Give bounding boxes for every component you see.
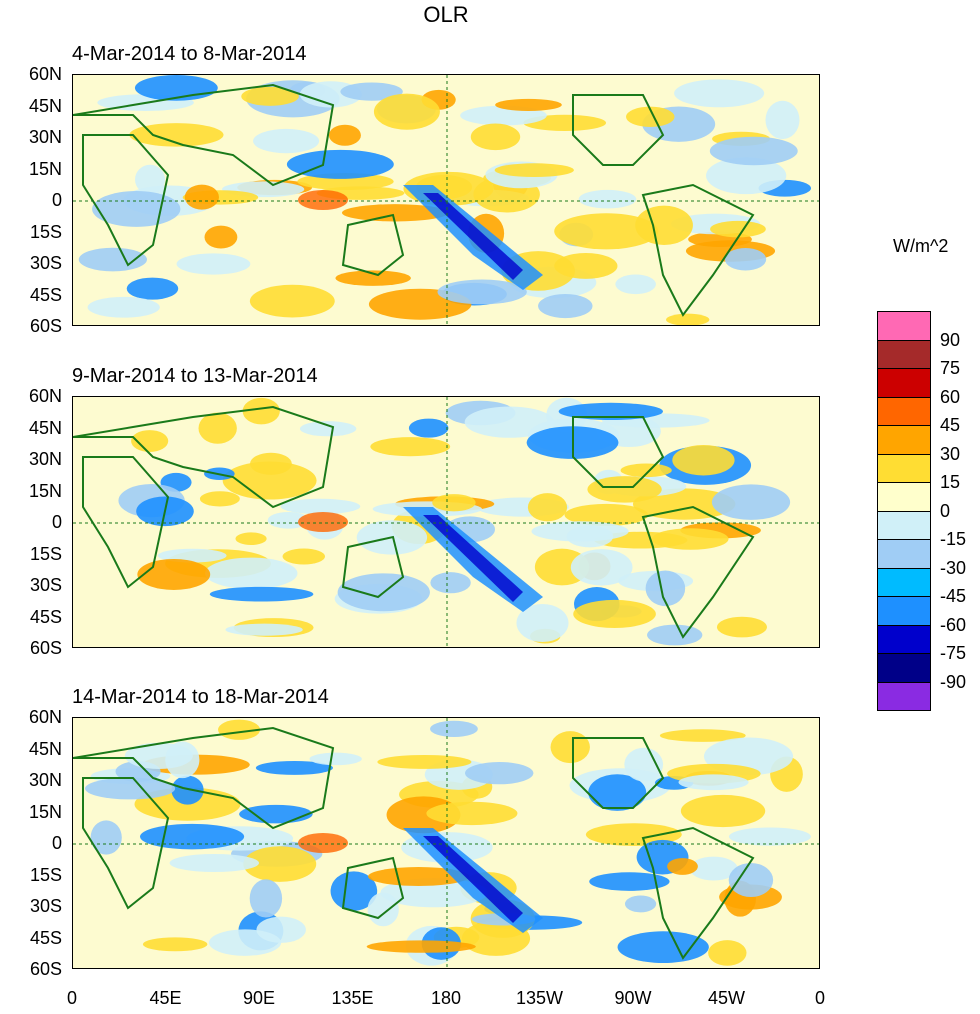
lat-tick-label: 30N <box>28 770 62 790</box>
colorbar-label: 15 <box>940 472 961 492</box>
colorbar-swatch <box>877 482 931 512</box>
colorbar-swatch <box>877 653 931 683</box>
lon-tick-label: 90W <box>614 988 652 1008</box>
lat-tick-label: 45N <box>28 95 62 116</box>
map-panel <box>72 74 820 326</box>
coastlines <box>73 726 755 960</box>
colorbar-swatch <box>877 596 931 626</box>
lon-tick-label: 90E <box>242 988 276 1008</box>
colorbar-label: -90 <box>940 671 967 692</box>
lat-tick-label: 0 <box>51 190 62 210</box>
lat-tick-label: 60S <box>29 316 62 336</box>
colorbar-swatch <box>877 396 931 426</box>
colorbar-label: -60 <box>940 614 967 635</box>
lat-tick-label: 30N <box>28 449 62 469</box>
lat-tick-label: 45S <box>29 284 62 305</box>
colorbar-label: -75 <box>940 643 967 663</box>
colorbar-label: -45 <box>940 586 967 606</box>
lon-tick-label: 180 <box>430 988 462 1008</box>
colorbar-swatch <box>877 311 931 341</box>
lon-tick-label: 45W <box>707 988 746 1008</box>
colorbar-units: W/m^2 <box>893 236 949 256</box>
map-panel <box>72 717 820 969</box>
lon-tick-label: 0 <box>66 988 78 1008</box>
colorbar-swatch <box>877 425 931 455</box>
olr-contour-field <box>73 75 819 325</box>
colorbar-swatch <box>877 453 931 483</box>
map-panel <box>72 396 820 648</box>
lat-tick-label: 30N <box>28 127 62 147</box>
lat-tick-label: 15S <box>29 543 62 564</box>
colorbar-label: -15 <box>940 529 967 549</box>
colorbar-swatch <box>877 339 931 369</box>
lon-tick-label: 45E <box>149 988 182 1008</box>
lat-tick-label: 45S <box>29 606 62 627</box>
lon-tick-label: 135E <box>331 988 374 1008</box>
colorbar-swatch <box>877 567 931 597</box>
lat-tick-label: 60N <box>28 386 62 406</box>
lat-tick-label: 15N <box>28 801 62 822</box>
figure-title: OLR <box>423 2 469 27</box>
olr-contour-field <box>73 718 819 968</box>
lat-tick-label: 15S <box>29 221 62 242</box>
coastlines <box>73 83 755 317</box>
lat-tick-label: 0 <box>51 512 62 532</box>
colorbar-label: 60 <box>940 386 961 407</box>
lat-tick-label: 60N <box>28 64 62 84</box>
lon-tick-label: 135W <box>515 988 564 1008</box>
lat-tick-label: 15S <box>29 864 62 885</box>
lat-tick-label: 45N <box>28 738 62 759</box>
colorbar-swatch <box>877 539 931 569</box>
lat-tick-label: 30S <box>29 253 62 273</box>
lat-tick-label: 15N <box>28 158 62 179</box>
colorbar-label: -30 <box>940 557 967 578</box>
olr-contour-field <box>73 397 819 647</box>
colorbar-swatch <box>877 681 931 711</box>
colorbar-label: 75 <box>940 358 961 378</box>
panel-title: 9-Mar-2014 to 13-Mar-2014 <box>72 365 318 387</box>
lat-tick-label: 45N <box>28 417 62 438</box>
colorbar-label: 45 <box>940 415 961 435</box>
panel-title: 14-Mar-2014 to 18-Mar-2014 <box>72 686 329 708</box>
colorbar-swatch <box>877 624 931 654</box>
lat-tick-label: 60N <box>28 707 62 727</box>
lat-tick-label: 30S <box>29 896 62 916</box>
panel-title: 4-Mar-2014 to 8-Mar-2014 <box>72 43 307 65</box>
lat-tick-label: 45S <box>29 927 62 948</box>
lat-tick-label: 30S <box>29 575 62 595</box>
coastlines <box>73 405 755 639</box>
colorbar-label: 30 <box>940 443 961 464</box>
colorbar-label: 0 <box>940 500 951 521</box>
lat-tick-label: 0 <box>51 833 62 853</box>
colorbar-swatch <box>877 368 931 398</box>
colorbar-swatch <box>877 510 931 540</box>
lat-tick-label: 60S <box>29 638 62 658</box>
lat-tick-label: 15N <box>28 480 62 501</box>
lon-tick-label: 0 <box>814 988 826 1008</box>
lat-tick-label: 60S <box>29 959 62 979</box>
colorbar-label: 90 <box>940 329 961 350</box>
